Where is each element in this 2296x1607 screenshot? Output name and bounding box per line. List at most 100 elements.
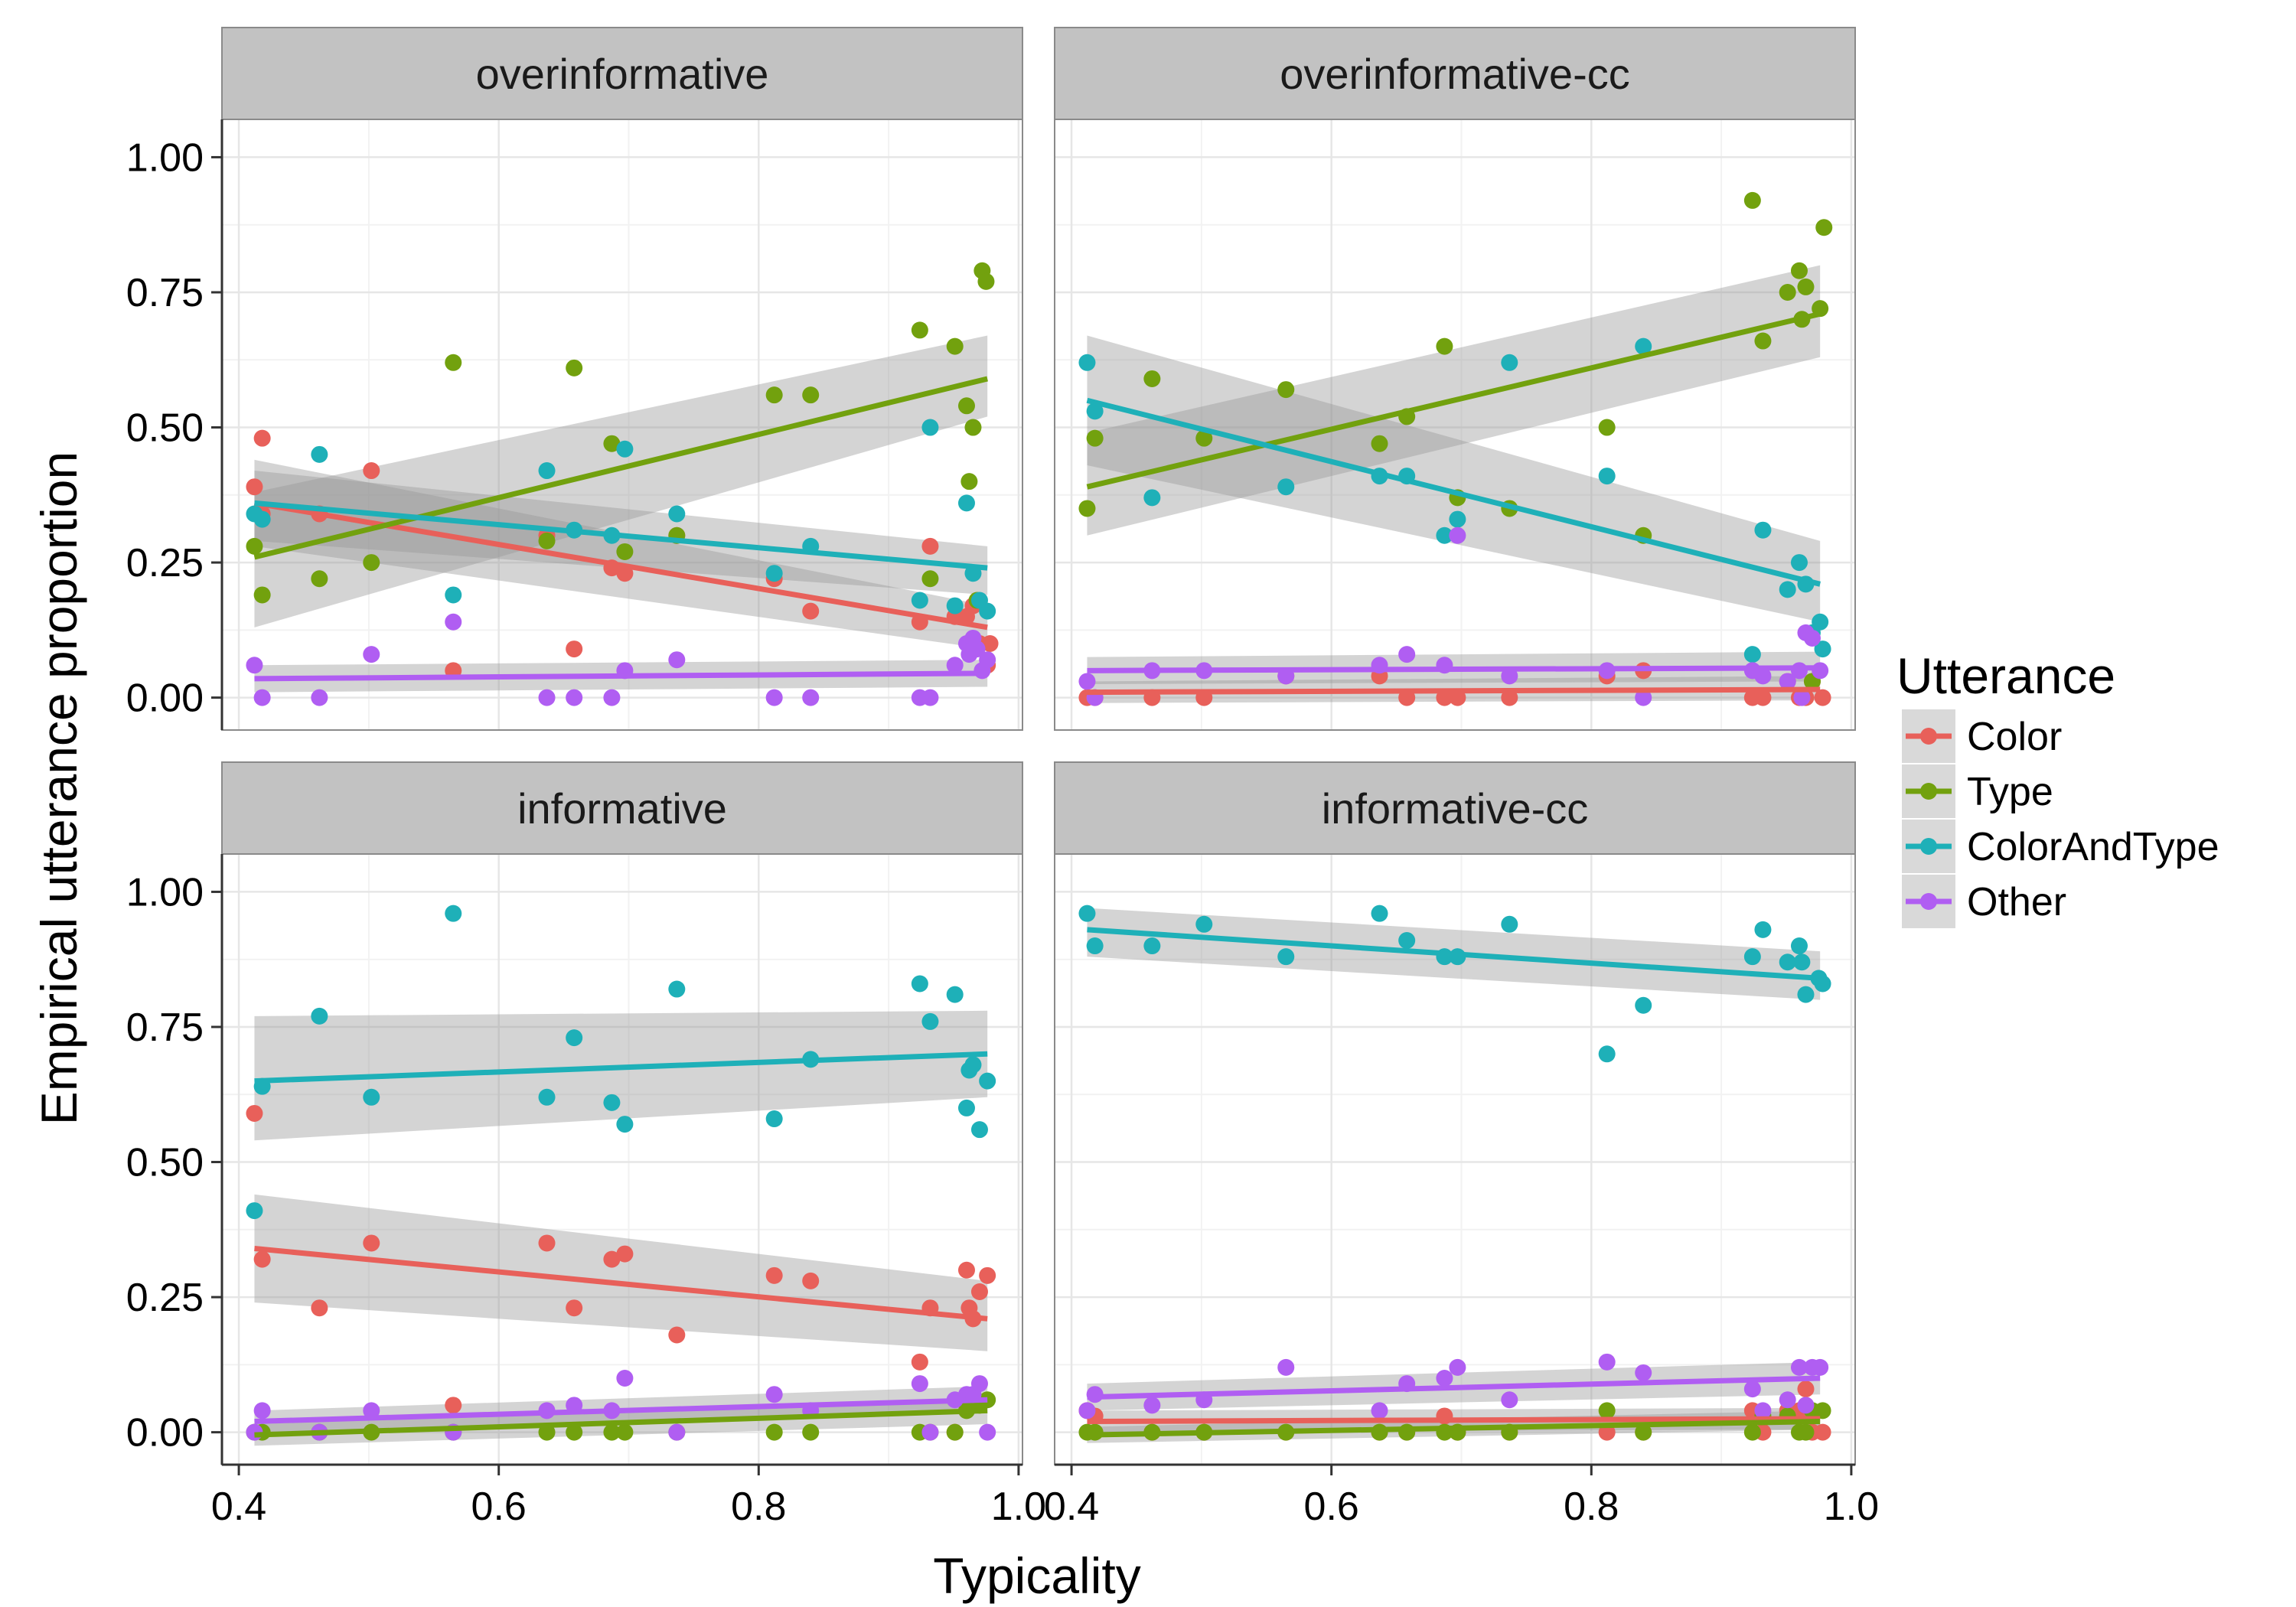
point-Other — [1779, 673, 1796, 690]
point-Other — [1436, 1370, 1453, 1387]
point-Type — [1815, 219, 1833, 236]
point-Type — [964, 419, 982, 436]
fit-line-Other — [254, 1397, 988, 1425]
point-Other — [363, 646, 380, 663]
strip-label: informative — [517, 784, 727, 833]
point-Type — [253, 586, 271, 604]
panel-overinformative: overinformative 0.00 0.25 0.50 0.75 1.00 — [126, 27, 1023, 731]
y-tick-label: 0.00 — [126, 676, 204, 721]
point-Other — [1501, 1391, 1518, 1409]
point-Other — [1371, 1402, 1388, 1420]
point-Type — [1754, 332, 1772, 350]
point-Other — [1277, 1358, 1295, 1376]
point-ColorAndType — [957, 1099, 975, 1116]
point-Color — [1814, 1423, 1831, 1441]
point-Other — [765, 1386, 783, 1403]
point-Other — [1779, 1391, 1796, 1409]
point-Other — [603, 689, 621, 706]
point-Type — [445, 354, 462, 371]
point-ColorAndType — [1598, 468, 1616, 485]
strip-label: overinformative — [476, 50, 769, 98]
point-ColorAndType — [668, 980, 686, 998]
point-Type — [946, 337, 964, 355]
panel-overinformative-cc: overinformative-cc — [1054, 27, 1856, 731]
point-Other — [1743, 1380, 1761, 1398]
point-Type — [566, 359, 583, 376]
point-ColorAndType — [668, 505, 686, 523]
point-Other — [968, 641, 986, 658]
point-Other — [1143, 1397, 1161, 1414]
point-Type — [1436, 337, 1453, 355]
point-Type — [246, 537, 263, 555]
point-ColorAndType — [1078, 354, 1096, 371]
point-Color — [802, 602, 820, 620]
fit-line-ColorAndType — [1087, 927, 1821, 981]
legend-keys: Color Type ColorAndType Other — [1900, 708, 2219, 930]
point-Other — [1793, 689, 1811, 706]
point-ColorAndType — [538, 462, 556, 480]
x-tick-label: 0.8 — [1564, 1485, 1619, 1529]
point-ColorAndType — [1371, 905, 1388, 922]
y-tick-label: 0.25 — [126, 1276, 204, 1320]
y-tick-label: 0.75 — [126, 1006, 204, 1050]
point-ColorAndType — [964, 1056, 982, 1074]
y-tick-label: 0.75 — [126, 271, 204, 315]
y-tick-label: 0.25 — [126, 541, 204, 585]
legend-key-point-Type — [1920, 783, 1937, 800]
point-Type — [960, 473, 978, 491]
x-tick-label: 0.4 — [211, 1485, 266, 1529]
point-Other — [1635, 689, 1652, 706]
point-Type — [616, 543, 634, 560]
point-Type — [603, 1423, 621, 1441]
panel-informative-cc: informative-cc 0.4 0.6 0.8 1.0 — [1044, 761, 1879, 1529]
point-ColorAndType — [1812, 613, 1829, 631]
point-ColorAndType — [1277, 478, 1295, 496]
point-Other — [1812, 662, 1829, 680]
point-Other — [946, 657, 964, 674]
y-tick-label: 1.00 — [126, 870, 204, 914]
point-ColorAndType — [1790, 554, 1808, 572]
y-tick-label: 0.00 — [126, 1411, 204, 1455]
point-Type — [765, 386, 783, 404]
point-Color — [566, 641, 583, 658]
point-ColorAndType — [246, 1202, 263, 1220]
x-tick-label: 0.6 — [1304, 1485, 1359, 1529]
point-Color — [979, 1266, 996, 1284]
point-Other — [1754, 667, 1772, 685]
point-Other — [311, 689, 328, 706]
point-Type — [1195, 429, 1213, 447]
point-ColorAndType — [1793, 953, 1811, 971]
panel-informative: informative 0.00 0.25 0.50 0.75 1.00 0.4 0.6 0.8… — [126, 761, 1046, 1529]
point-Other — [979, 1423, 996, 1441]
y-axis-title: Empirical utterance proportion — [31, 451, 87, 1125]
point-ColorAndType — [957, 494, 975, 512]
point-ColorAndType — [1501, 915, 1518, 933]
point-Other — [1078, 1402, 1096, 1420]
point-Other — [246, 657, 263, 674]
point-ColorAndType — [979, 602, 996, 620]
legend-title: Utterance — [1896, 647, 2115, 704]
confidence-band-ColorAndType — [254, 1010, 988, 1141]
point-Color — [603, 1250, 621, 1268]
point-ColorAndType — [921, 419, 939, 436]
point-ColorAndType — [1635, 996, 1652, 1014]
point-ColorAndType — [1779, 581, 1796, 598]
point-ColorAndType — [921, 1012, 939, 1030]
x-tick-label: 1.0 — [991, 1485, 1046, 1529]
point-ColorAndType — [538, 1088, 556, 1106]
point-Color — [311, 1299, 328, 1317]
point-Type — [311, 570, 328, 588]
point-ColorAndType — [1754, 521, 1772, 539]
point-Type — [1635, 1423, 1652, 1441]
confidence-band-ColorAndType — [254, 471, 988, 595]
point-Type — [616, 1423, 634, 1441]
fit-line-Color — [1087, 1416, 1821, 1425]
fit-line-ColorAndType — [254, 500, 988, 571]
point-Other — [921, 689, 939, 706]
point-Type — [1078, 500, 1096, 517]
point-Color — [802, 1272, 820, 1289]
point-Color — [981, 635, 999, 653]
point-Color — [616, 1245, 634, 1263]
x-tick-label: 0.4 — [1044, 1485, 1099, 1529]
